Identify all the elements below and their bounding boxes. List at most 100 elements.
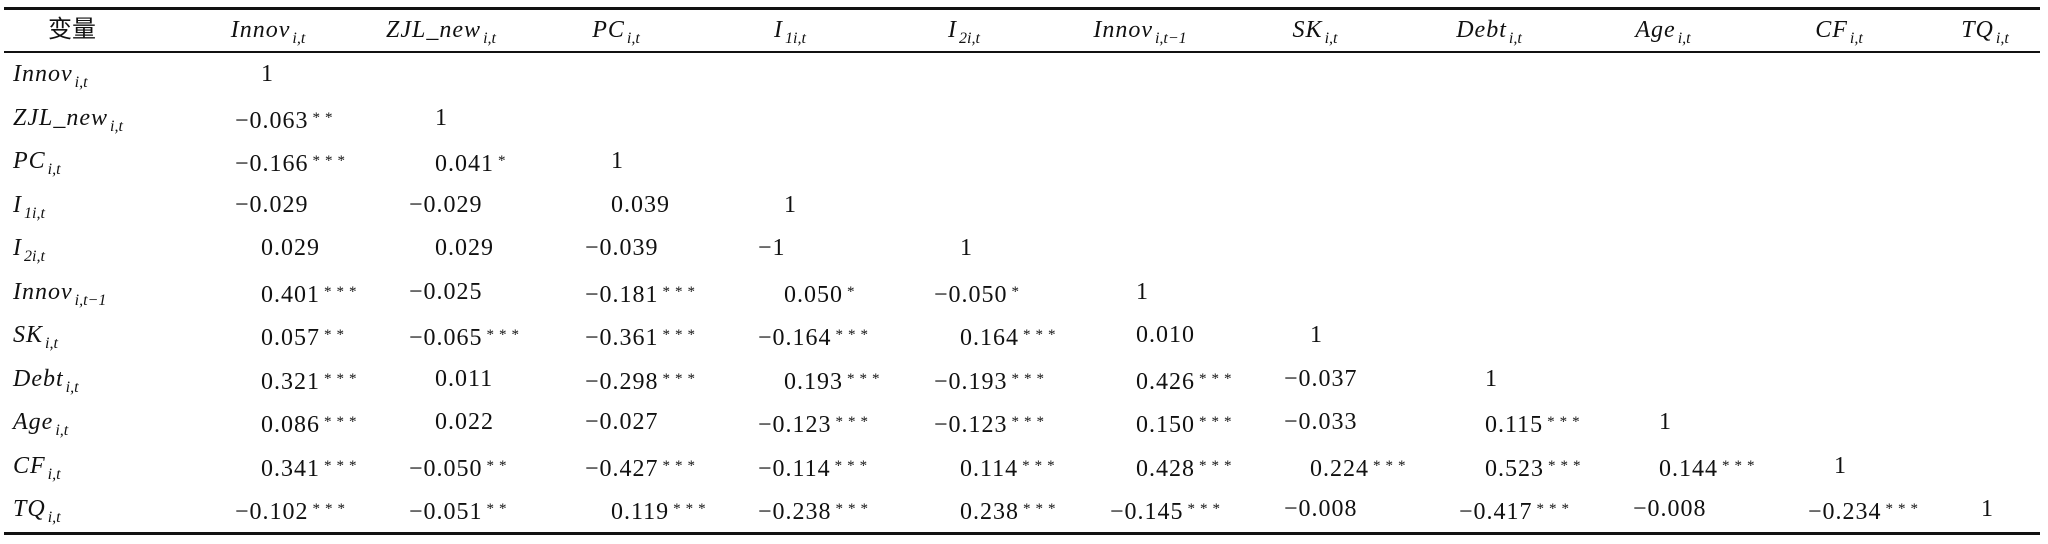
significance: *** xyxy=(1011,414,1050,430)
cell-value: 1 xyxy=(1136,278,1149,305)
cell-value: 0.341 xyxy=(261,455,320,482)
header-cell: ZJL_new i,t xyxy=(386,15,496,54)
row-label: I 1i,t xyxy=(13,190,45,229)
var-name: Innov xyxy=(13,278,73,305)
significance: *** xyxy=(1548,457,1586,474)
var-subscript: i,t xyxy=(1995,30,2009,47)
cell: −0.008 xyxy=(1633,494,1707,524)
cell-value: −0.008 xyxy=(1633,496,1707,522)
var-subscript: i,t xyxy=(65,378,79,396)
cell: −0.051 ** xyxy=(409,494,512,527)
var-name: I xyxy=(948,17,958,43)
cell: −0.029 xyxy=(409,190,483,220)
var-subscript: 2i,t xyxy=(959,30,980,47)
var-name: Innov xyxy=(1093,17,1153,43)
significance: *** xyxy=(1199,457,1237,474)
cell-value: −0.025 xyxy=(409,278,483,305)
var-subscript: i,t xyxy=(55,422,69,439)
cell: −0.123 *** xyxy=(758,407,873,440)
significance: *** xyxy=(1199,370,1237,387)
significance: *** xyxy=(1547,414,1585,430)
cell-value: 1 xyxy=(1981,496,1994,522)
cell: 0.114 *** xyxy=(960,451,1060,484)
cell-value: 0.029 xyxy=(261,235,320,261)
significance: *** xyxy=(1022,457,1060,474)
cell: −0.050 ** xyxy=(409,451,512,484)
significance: *** xyxy=(312,501,351,517)
cell: −0.361 *** xyxy=(585,320,700,353)
cell: −0.417 *** xyxy=(1459,494,1574,527)
cell: −0.027 xyxy=(585,407,659,437)
cell: −0.193 *** xyxy=(934,364,1049,397)
cell: 0.193 *** xyxy=(784,364,885,397)
row-label: ZJL_new i,t xyxy=(13,103,123,142)
cell-value: −0.417 xyxy=(1459,499,1533,525)
var-name: TQ xyxy=(1961,17,1994,43)
significance: *** xyxy=(662,370,701,387)
var-name: SK xyxy=(1292,17,1323,43)
significance: *** xyxy=(324,283,362,300)
cell: −0.033 xyxy=(1284,407,1358,437)
cell-value: −0.029 xyxy=(409,191,483,218)
var-name: Age xyxy=(1635,17,1676,43)
header-cell: Innov i,t xyxy=(231,15,306,54)
var-subscript: i,t xyxy=(1508,30,1522,47)
cell: 1 xyxy=(1485,364,1498,394)
cell: 1 xyxy=(1659,407,1672,437)
cell: −0.164 *** xyxy=(758,320,873,353)
significance: *** xyxy=(486,327,525,343)
cell-value: 0.010 xyxy=(1136,322,1195,348)
cell: −0.039 xyxy=(585,233,659,263)
var-subscript: i,t xyxy=(47,161,61,178)
header-cell: TQ i,t xyxy=(1961,15,2009,54)
var-name: ZJL_new xyxy=(13,104,109,131)
row-label: Innov i,t−1 xyxy=(13,277,106,316)
cell-value: −0.166 xyxy=(235,151,309,177)
var-subscript: i,t xyxy=(110,117,123,135)
significance: * xyxy=(1011,283,1025,300)
cell-value: −0.234 xyxy=(1808,499,1882,525)
var-name: TQ xyxy=(13,496,46,522)
significance: ** xyxy=(324,327,349,343)
cell: −0.037 xyxy=(1284,364,1358,394)
row-label: Innov i,t xyxy=(13,59,88,98)
cell-value: 0.119 xyxy=(611,499,670,525)
cell: 1 xyxy=(1981,494,1994,524)
var-name: Debt xyxy=(13,365,64,392)
significance: *** xyxy=(1023,501,1061,517)
cell-value: 1 xyxy=(1485,365,1498,392)
significance: *** xyxy=(835,501,874,517)
cell: 0.321 *** xyxy=(261,364,362,397)
var-name: I xyxy=(13,235,22,261)
cell: −0.234 *** xyxy=(1808,494,1923,527)
var-name: Innov xyxy=(230,17,291,43)
cell-value: −0.145 xyxy=(1110,499,1184,525)
cell: 1 xyxy=(784,190,797,220)
significance: *** xyxy=(1885,501,1924,517)
cell-value: 0.224 xyxy=(1310,455,1369,482)
var-name: I xyxy=(774,17,784,43)
significance: *** xyxy=(1187,501,1226,517)
cell-value: 0.426 xyxy=(1136,368,1195,395)
cell: −0.102 *** xyxy=(235,494,350,527)
significance: *** xyxy=(662,327,701,343)
cell-value: −0.238 xyxy=(758,499,832,525)
var-name: PC xyxy=(592,17,625,43)
var-subscript: 1i,t xyxy=(785,30,806,47)
cell-value: 0.238 xyxy=(960,499,1019,525)
cell-value: 0.050 xyxy=(784,281,843,308)
cell: 0.150 *** xyxy=(1136,407,1237,440)
cell-value: 0.114 xyxy=(960,455,1019,482)
cell-value: 0.022 xyxy=(435,409,494,435)
cell: 0.011 xyxy=(435,364,493,394)
significance: *** xyxy=(324,414,362,430)
var-subscript: 1i,t xyxy=(24,204,45,222)
significance: ** xyxy=(312,109,338,126)
cell-value: −0.065 xyxy=(409,325,483,351)
header-cell: I 2i,t xyxy=(948,15,980,54)
cell-value: 0.086 xyxy=(261,412,320,438)
row-label: I 2i,t xyxy=(13,233,45,272)
cell-value: −0.102 xyxy=(235,499,309,525)
significance: * xyxy=(498,153,511,169)
cell-value: 0.011 xyxy=(435,365,494,392)
